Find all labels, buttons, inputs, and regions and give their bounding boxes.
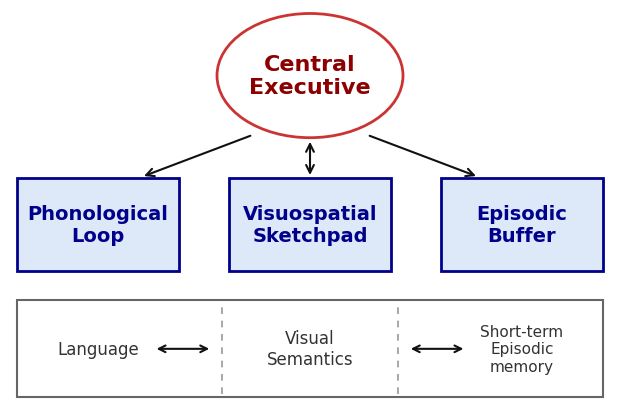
Text: Episodic
Buffer: Episodic Buffer <box>477 204 567 246</box>
Text: Central
Executive: Central Executive <box>249 55 371 98</box>
Text: Visual
Semantics: Visual Semantics <box>267 330 353 368</box>
FancyBboxPatch shape <box>17 178 179 272</box>
FancyBboxPatch shape <box>229 178 391 272</box>
Text: Short-term
Episodic
memory: Short-term Episodic memory <box>480 324 564 374</box>
Text: Language: Language <box>57 340 139 358</box>
Ellipse shape <box>217 14 403 138</box>
Text: Phonological
Loop: Phonological Loop <box>27 204 169 246</box>
Text: Visuospatial
Sketchpad: Visuospatial Sketchpad <box>243 204 377 246</box>
FancyBboxPatch shape <box>17 300 603 397</box>
FancyBboxPatch shape <box>441 178 603 272</box>
